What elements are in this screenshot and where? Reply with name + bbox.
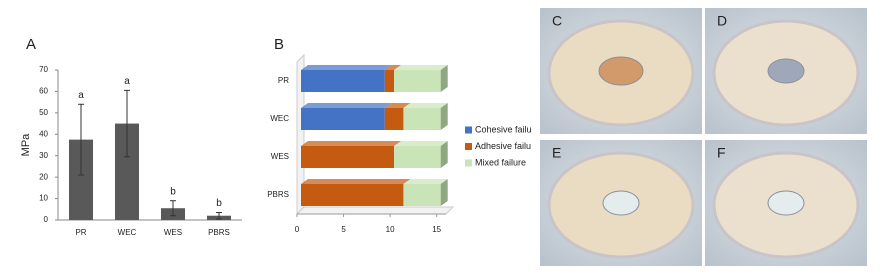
specimen-center (602, 190, 640, 216)
bar-segment (403, 184, 441, 206)
bar-top (384, 103, 411, 108)
y-tick-label: WES (271, 152, 289, 161)
legend-label: Adhesive failu (475, 141, 531, 151)
bar-top (384, 65, 402, 70)
bar-top (301, 179, 411, 184)
bar-top (301, 65, 392, 70)
x-tick-label: PR (75, 228, 86, 237)
photo-label: E (552, 145, 561, 161)
bar-end (440, 141, 448, 168)
bar-segment (301, 108, 385, 130)
legend-swatch (465, 126, 472, 134)
bar-segment (403, 108, 441, 130)
significance-letter: a (124, 76, 130, 87)
legend-label: Mixed failure (475, 157, 526, 167)
bar-segment (394, 70, 441, 92)
floor (295, 206, 455, 215)
bar-segment (301, 70, 385, 92)
y-tick-label: WEC (270, 114, 289, 123)
y-tick-label: 60 (39, 87, 48, 96)
bar-end (440, 179, 448, 206)
y-tick-label: 0 (44, 215, 49, 224)
y-tick-label: 40 (39, 129, 48, 138)
panel-label: A (26, 36, 36, 53)
bar-top (403, 179, 448, 184)
y-tick-label: PBRS (267, 190, 289, 199)
y-tick-label: PR (278, 76, 289, 85)
bar-top (394, 65, 448, 70)
x-tick-label: WES (164, 228, 182, 237)
bar-segment (301, 184, 404, 206)
specimen-center (767, 58, 805, 84)
photo-label: C (552, 13, 562, 29)
legend-label: Cohesive failu (475, 124, 532, 134)
specimen-center (767, 190, 805, 216)
legend-swatch (465, 159, 472, 167)
bar-segment (394, 146, 441, 168)
y-tick-label: 30 (39, 151, 48, 160)
photo-label: F (717, 145, 726, 161)
significance-letter: b (216, 198, 222, 209)
x-tick-label: WEC (118, 228, 137, 237)
y-tick-label: 20 (39, 172, 48, 181)
bar-top (403, 103, 448, 108)
bar-segment (384, 108, 404, 130)
x-tick-label: PBRS (208, 228, 230, 237)
y-tick-label: 10 (39, 194, 48, 203)
significance-letter: a (78, 90, 84, 101)
significance-letter: b (170, 186, 176, 197)
legend-swatch (465, 143, 472, 150)
bar-segment (301, 146, 395, 168)
bar-top (301, 141, 402, 146)
x-tick-label: 5 (341, 225, 346, 234)
bar-end (440, 65, 448, 92)
y-axis-label: MPa (20, 133, 32, 157)
x-tick-label: 10 (386, 225, 395, 234)
bar-top (394, 141, 448, 146)
bar-top (301, 103, 392, 108)
photo-label: D (717, 13, 727, 29)
x-tick-label: 15 (432, 225, 441, 234)
y-tick-label: 70 (39, 65, 48, 74)
specimen-center (598, 56, 644, 86)
y-tick-label: 50 (39, 108, 48, 117)
panel-label: B (274, 36, 284, 53)
bar-segment (384, 70, 395, 92)
x-tick-label: 0 (295, 225, 300, 234)
bar-end (440, 103, 448, 130)
